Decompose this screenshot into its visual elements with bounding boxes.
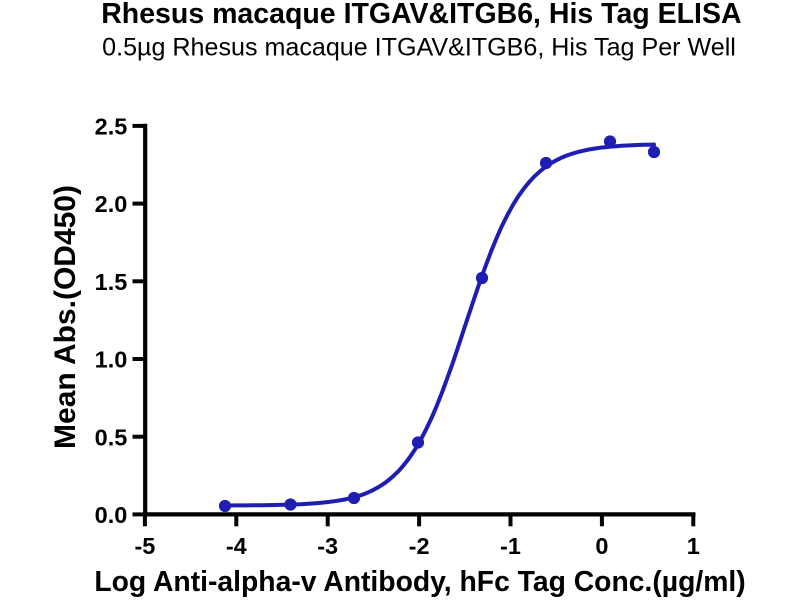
svg-text:-1: -1 xyxy=(500,533,521,559)
svg-text:2.0: 2.0 xyxy=(95,191,128,217)
svg-text:-2: -2 xyxy=(409,533,430,559)
svg-text:0: 0 xyxy=(595,533,608,559)
svg-text:Log Anti-alpha-v Antibody, hFc: Log Anti-alpha-v Antibody, hFc Tag Conc.… xyxy=(94,565,745,597)
svg-text:Mean Abs.(OD450): Mean Abs.(OD450) xyxy=(49,185,82,449)
svg-text:0.5: 0.5 xyxy=(95,424,128,450)
svg-text:0.0: 0.0 xyxy=(95,502,128,528)
svg-text:1: 1 xyxy=(687,533,700,559)
svg-text:-4: -4 xyxy=(226,533,247,559)
svg-text:1.5: 1.5 xyxy=(95,269,128,295)
svg-text:1.0: 1.0 xyxy=(95,347,128,373)
svg-text:-3: -3 xyxy=(317,533,338,559)
svg-text:0.5µg Rhesus macaque ITGAV&ITG: 0.5µg Rhesus macaque ITGAV&ITGB6, His Ta… xyxy=(102,34,736,62)
svg-text:-5: -5 xyxy=(134,533,155,559)
svg-text:2.5: 2.5 xyxy=(95,114,128,140)
svg-text:Rhesus macaque ITGAV&ITGB6, Hi: Rhesus macaque ITGAV&ITGB6, His Tag ELIS… xyxy=(101,0,741,30)
